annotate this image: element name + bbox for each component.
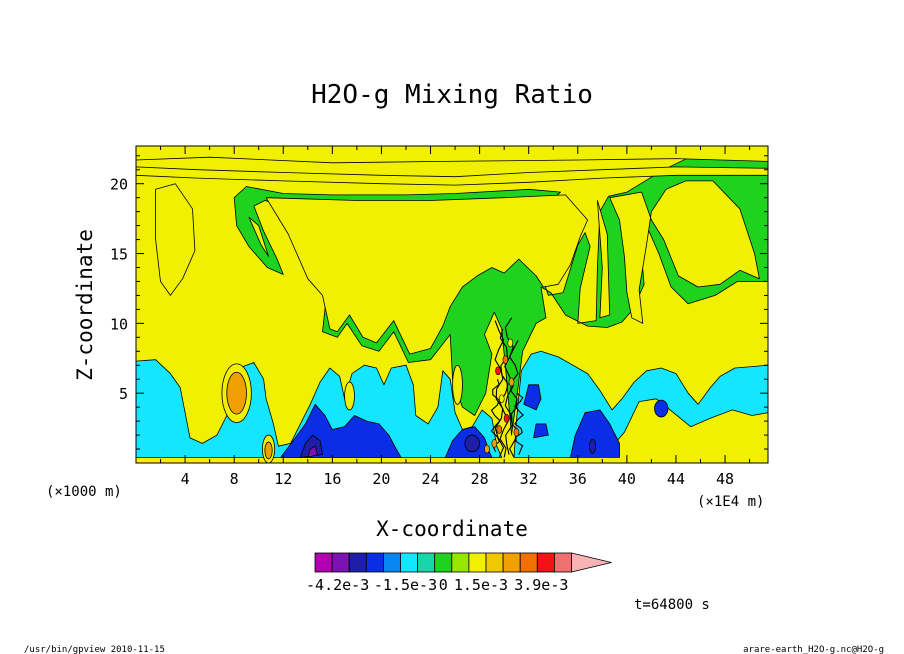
footer-left: /usr/bin/gpview 2010-11-15 — [24, 645, 165, 654]
field-blue-basin-3 — [570, 409, 620, 458]
colorbar-swatch — [382, 552, 401, 573]
y-tick-label: 5 — [119, 385, 128, 403]
x-tick-label: 32 — [520, 470, 538, 488]
colorbar-swatch — [400, 552, 419, 573]
field-convective-core — [484, 317, 524, 458]
x-axis-ticks: 4 8 12 16 20 24 28 32 36 40 44 48 — [160, 146, 751, 488]
colorbar-swatch — [331, 552, 350, 573]
field-left-tongue-2 — [248, 216, 269, 257]
field-orange-pocket-2b — [264, 441, 273, 460]
x-tick-label: 4 — [181, 470, 190, 488]
footer-right: arare-earth_H2O-g.nc@H2O-g — [743, 645, 884, 654]
plot-area — [135, 145, 769, 464]
x-tick-label: 20 — [372, 470, 390, 488]
field-yellow-pocket-4 — [344, 381, 355, 411]
x-tick-label: 40 — [618, 470, 636, 488]
x-axis-label: X-coordinate — [376, 517, 528, 541]
colorbar-swatch — [348, 552, 367, 573]
y-tick-label: 10 — [110, 315, 128, 333]
field-blue-spot-6 — [654, 399, 669, 418]
x-tick-label: 12 — [274, 470, 292, 488]
x-tick-label: 44 — [667, 470, 685, 488]
x-tick-label: 24 — [421, 470, 439, 488]
x-tick-label: 28 — [471, 470, 489, 488]
colorbar-label: 1.5e-3 — [454, 576, 508, 594]
field-blue-patch-4 — [523, 384, 542, 411]
field-central-yellow — [265, 194, 588, 355]
colorbar-arrow — [571, 552, 612, 573]
y-tick-label: 15 — [110, 246, 128, 264]
field-right-plume-2 — [597, 200, 611, 319]
field-orange-pocket-1b — [226, 371, 247, 415]
colorbar-swatch — [451, 552, 470, 573]
x-tick-label: 36 — [569, 470, 587, 488]
plot-frame — [135, 145, 769, 464]
chart-title: H2O-g Mixing Ratio — [311, 80, 593, 110]
x-tick-label: 48 — [716, 470, 734, 488]
field-top-band — [136, 146, 768, 164]
colorbar-label: 0 — [439, 576, 448, 594]
x-tick-label: 16 — [323, 470, 341, 488]
x-unit-right: (×1E4 m) — [697, 494, 764, 510]
x-unit-left: (×1000 m) — [46, 484, 122, 500]
y-axis-label: Z-coordinate — [73, 229, 97, 381]
colorbar-swatch — [314, 552, 333, 573]
field-yellow-pocket-3 — [452, 364, 463, 405]
field-top-strip — [136, 166, 768, 186]
field-left-tongue — [155, 183, 196, 296]
colorbar-swatch — [434, 552, 453, 573]
field-darkblue-core-3 — [589, 438, 596, 454]
colorbar-swatch — [468, 552, 487, 573]
field-purple-core-1 — [307, 445, 318, 458]
field-right-plume — [609, 180, 760, 324]
colorbar-swatch — [365, 552, 384, 573]
field-darkblue-core-2 — [464, 434, 481, 453]
y-tick-label: 20 — [110, 176, 128, 194]
colorbar-label: 3.9e-3 — [514, 576, 568, 594]
colorbar-swatch — [536, 552, 555, 573]
colorbar-swatch — [417, 552, 436, 573]
colorbar-swatch — [485, 552, 504, 573]
field-blue-patch-5 — [533, 423, 549, 439]
colorbar-swatch — [502, 552, 521, 573]
colorbar-swatch — [519, 552, 538, 573]
colorbar-label: -4.2e-3 — [306, 576, 369, 594]
colorbar-swatch — [554, 552, 572, 573]
x-tick-label: 8 — [230, 470, 239, 488]
y-axis-ticks: 5 10 15 20 — [110, 155, 768, 450]
colorbar: -4.2e-3 -1.5e-3 0 1.5e-3 3.9e-3 — [306, 552, 612, 594]
time-label: t=64800 s — [634, 597, 710, 613]
colorbar-label: -1.5e-3 — [374, 576, 437, 594]
